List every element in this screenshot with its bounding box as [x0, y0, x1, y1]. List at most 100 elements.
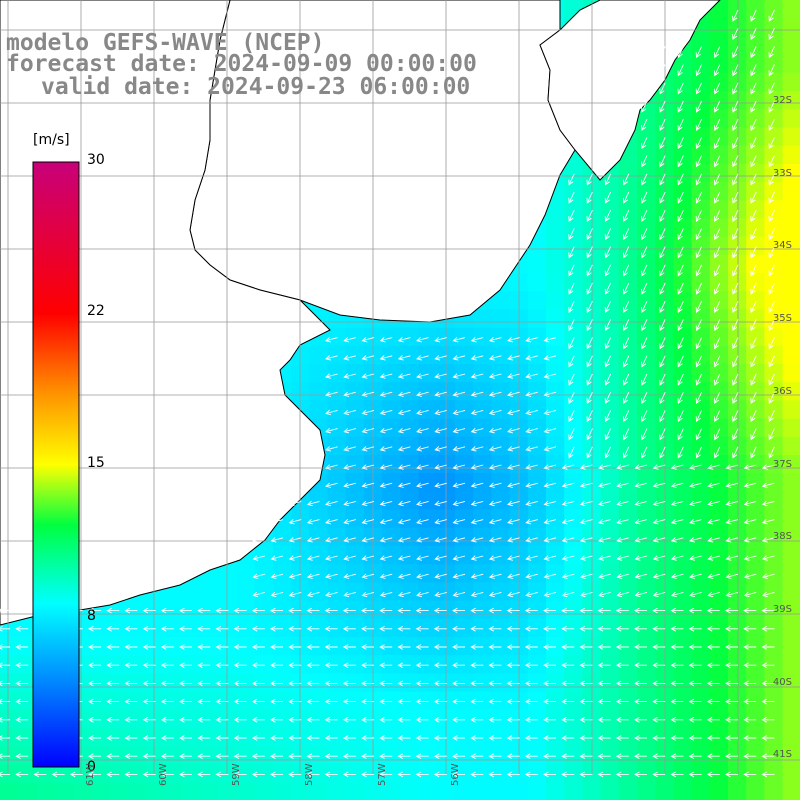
wind-arrow [179, 680, 192, 687]
field-cell [618, 182, 638, 201]
wind-arrow [732, 119, 739, 131]
field-cell [637, 618, 656, 638]
field-cell [746, 436, 765, 456]
field-cell [782, 546, 800, 565]
field-cell [291, 655, 310, 674]
field-cell [746, 473, 765, 492]
wind-arrow [197, 607, 211, 614]
wind-arrow [670, 607, 684, 614]
field-cell [546, 345, 565, 365]
wind-arrow [325, 500, 338, 507]
wind-arrow [670, 680, 684, 687]
wind-arrow [397, 409, 411, 416]
field-cell [327, 436, 347, 456]
wind-arrow [652, 518, 666, 525]
wind-arrow [750, 228, 757, 241]
wind-arrow [604, 173, 612, 186]
wind-arrow [750, 428, 757, 441]
wind-arrow [622, 173, 630, 186]
field-cell [764, 72, 784, 92]
wind-arrow [688, 644, 702, 650]
wind-arrow [634, 717, 647, 723]
field-cell [382, 527, 401, 547]
field-cell [491, 582, 511, 602]
wind-arrow [677, 82, 684, 95]
field-cell [182, 746, 201, 765]
wind-arrow [488, 735, 502, 741]
field-cell [163, 618, 183, 638]
field-cell [637, 746, 656, 765]
field-cell [637, 382, 656, 401]
wind-arrow [507, 446, 520, 452]
wind-arrow [343, 373, 356, 379]
field-cell [782, 673, 800, 693]
field-cell [618, 764, 638, 784]
wind-arrow [597, 753, 611, 759]
wind-arrow [397, 336, 411, 343]
wind-arrow [488, 626, 502, 632]
wind-arrow [325, 537, 338, 543]
field-cell [473, 364, 492, 383]
field-cell [491, 436, 511, 456]
wind-arrow [670, 573, 684, 579]
wind-arrow [689, 482, 702, 488]
wind-arrow [288, 753, 302, 759]
wind-arrow [750, 392, 757, 404]
wind-arrow [324, 717, 338, 723]
wind-arrow [524, 717, 538, 723]
wind-arrow [507, 591, 520, 598]
wind-arrow [743, 537, 757, 543]
wind-arrow [325, 518, 338, 525]
field-cell [637, 473, 656, 492]
wind-arrow [397, 698, 411, 705]
field-cell [691, 200, 711, 219]
wind-arrow [725, 680, 738, 687]
wind-arrow [732, 82, 739, 95]
wind-arrow [761, 537, 775, 543]
field-cell [764, 509, 784, 529]
field-cell [673, 345, 693, 365]
wind-arrow [379, 355, 393, 361]
wind-arrow [507, 555, 520, 561]
field-cell [782, 709, 800, 729]
field-cell [764, 163, 784, 183]
wind-arrow [470, 373, 484, 379]
wind-arrow [768, 355, 775, 368]
wind-arrow [288, 555, 302, 561]
wind-arrow [106, 626, 120, 632]
wind-arrow [361, 735, 374, 741]
field-cell [309, 382, 329, 401]
wind-arrow [725, 717, 738, 723]
wind-arrow [306, 591, 320, 598]
wind-arrow [15, 607, 29, 614]
field-cell [782, 418, 800, 438]
wind-arrow [695, 46, 703, 59]
wind-arrow [695, 446, 703, 459]
wind-arrow [525, 391, 538, 397]
field-cell [218, 655, 238, 674]
field-cell [327, 673, 347, 693]
wind-arrow [670, 771, 684, 778]
field-cell [309, 764, 329, 784]
field-cell [673, 618, 693, 638]
wind-arrow [615, 753, 629, 759]
field-cell [473, 455, 492, 474]
wind-arrow [543, 446, 557, 452]
wind-arrow [488, 518, 502, 525]
wind-arrow [695, 100, 703, 113]
wind-arrow [641, 210, 648, 222]
field-cell [473, 728, 492, 747]
field-cell [691, 655, 711, 674]
field-cell [600, 291, 620, 310]
wind-arrow [379, 626, 393, 632]
wind-arrow [615, 662, 629, 668]
wind-arrow [652, 500, 666, 507]
field-cell [728, 327, 747, 347]
field-cell [618, 473, 638, 492]
wind-arrow [725, 573, 739, 579]
wind-arrow [288, 680, 302, 687]
field-cell [527, 600, 547, 620]
wind-arrow [361, 355, 375, 361]
field-cell [673, 91, 693, 110]
wind-arrow [397, 464, 411, 470]
